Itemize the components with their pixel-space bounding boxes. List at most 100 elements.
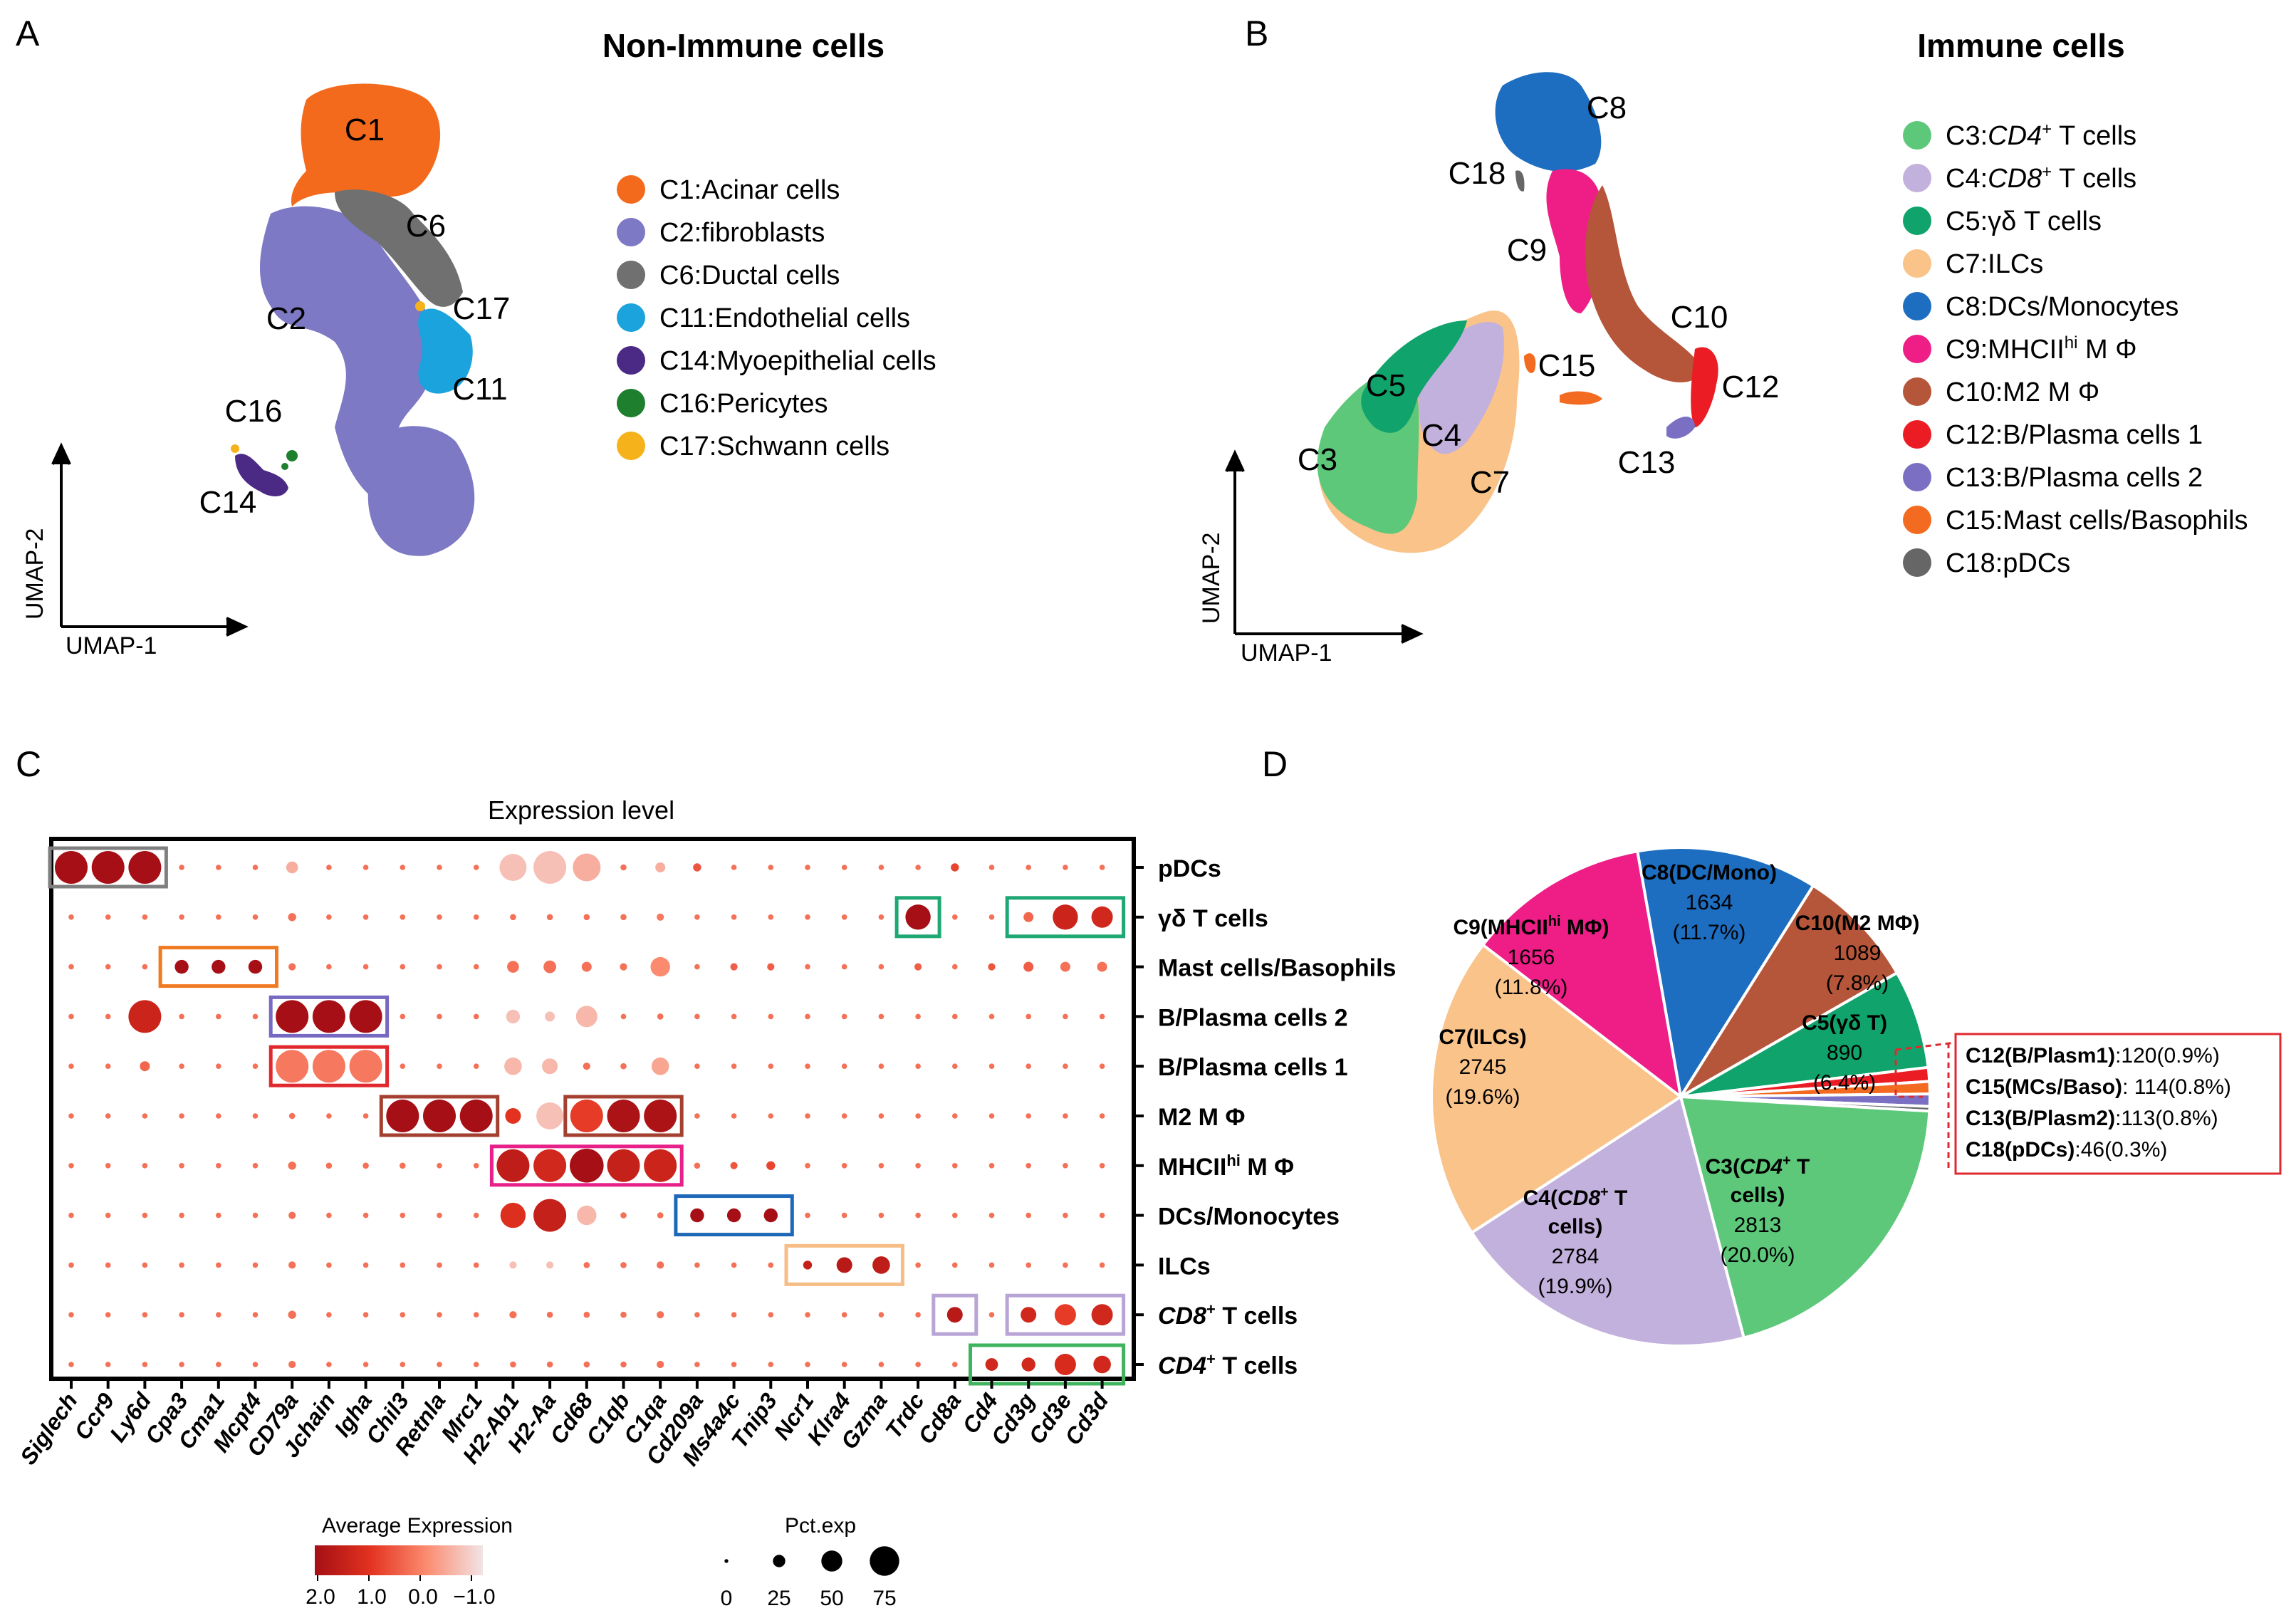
dot-7-6	[288, 1211, 296, 1219]
umap-a-c17-b	[231, 444, 239, 453]
pie-label-name-c5: C5(γδ T)	[1802, 1011, 1887, 1035]
callout-line-2: C13(B/Plasm2):113(0.8%)	[1966, 1107, 2218, 1130]
dot-0-10	[437, 865, 442, 870]
dot-2-22	[878, 964, 885, 970]
dot-4-14	[583, 1063, 590, 1070]
dot-4-20	[805, 1063, 810, 1069]
dot-0-24	[951, 863, 959, 872]
legend-b-swatch-c12	[1903, 420, 1931, 449]
umap-a-c2-tail	[367, 426, 475, 556]
dot-4-5	[252, 1063, 259, 1069]
dot-7-15	[620, 1212, 627, 1218]
dot-5-20	[805, 1113, 810, 1119]
dot-9-26	[1021, 1307, 1037, 1323]
umap-a-label-c17: C17	[453, 291, 511, 326]
dot-2-15	[620, 963, 627, 971]
dot-2-11	[473, 964, 479, 970]
dot-6-14	[570, 1149, 604, 1183]
dot-0-17	[693, 863, 701, 872]
dot-10-27	[1054, 1354, 1076, 1375]
dot-9-22	[878, 1312, 885, 1317]
dot-6-11	[473, 1163, 479, 1169]
umap-a-clusters	[231, 83, 475, 556]
marker-box-8	[784, 1243, 904, 1286]
legend-b-swatch-c5	[1903, 207, 1931, 235]
legend-a-swatch-c14	[617, 346, 645, 375]
marker-box-4	[268, 1045, 390, 1087]
dot-6-18	[730, 1162, 738, 1169]
dot-5-2	[142, 1113, 148, 1119]
row-label-3: B/Plasma cells 2	[1158, 1004, 1348, 1031]
marker-box-9	[932, 1293, 979, 1336]
dot-10-4	[216, 1362, 221, 1367]
dot-2-14	[581, 961, 592, 972]
dot-2-10	[437, 964, 442, 970]
dot-9-5	[252, 1312, 259, 1317]
dot-10-0	[68, 1362, 74, 1367]
dot-4-9	[400, 1063, 406, 1069]
umap-b-label-c13: C13	[1618, 445, 1676, 480]
dot-7-1	[105, 1212, 111, 1218]
dot-4-18	[731, 1063, 737, 1069]
dot-1-5	[252, 914, 259, 920]
panel-a: A Non-Immune cells C1 C6 C2 C17 C11 C16 …	[16, 14, 936, 659]
dot-3-6	[276, 1000, 309, 1033]
dot-10-23	[915, 1362, 921, 1367]
dot-2-28	[1097, 961, 1107, 972]
umap-a-label-c11: C11	[452, 372, 507, 407]
dot-1-6	[288, 913, 296, 922]
dot-4-11	[473, 1063, 479, 1069]
dot-0-11	[473, 865, 479, 870]
legend-b-label-c12: C12:B/Plasma cells 1	[1946, 420, 2203, 450]
dotplot-legends: Average Expression 2.0 1.0 0.0 −1.0 Pct.exp 0 2…	[306, 1514, 899, 1610]
dot-2-16	[650, 956, 670, 977]
pie-label-count-c9: 1656	[1508, 946, 1555, 969]
dot-10-10	[437, 1362, 442, 1367]
row-label-1: γδ T cells	[1158, 905, 1268, 932]
marker-box-7	[674, 1194, 794, 1237]
dot-6-4	[216, 1163, 221, 1169]
dot-10-12	[510, 1361, 516, 1368]
dot-5-25	[988, 1113, 995, 1119]
dot-1-10	[437, 914, 442, 920]
legend-a-label-c16: C16:Pericytes	[659, 389, 828, 419]
dot-0-28	[1099, 865, 1105, 870]
pie-label-pct-c4: (19.9%)	[1538, 1275, 1612, 1298]
dot-1-1	[105, 914, 111, 920]
dot-10-6	[288, 1360, 296, 1369]
dot-8-12	[509, 1261, 517, 1269]
dot-6-9	[400, 1162, 406, 1169]
dot-9-25	[988, 1312, 995, 1317]
pie-label-count-c7: 2745	[1459, 1055, 1507, 1079]
dot-2-7	[326, 964, 332, 970]
umap-b-label-c8: C8	[1587, 90, 1627, 125]
dot-5-4	[216, 1113, 221, 1119]
dot-3-2	[128, 1000, 162, 1033]
color-legend-bar	[315, 1545, 483, 1575]
legend-b-label-c4: C4:CD8+ T cells	[1946, 162, 2136, 194]
dot-3-23	[915, 1013, 921, 1020]
dot-7-10	[437, 1212, 442, 1218]
dot-3-17	[694, 1013, 700, 1020]
dot-5-18	[731, 1113, 737, 1119]
row-label-8: ILCs	[1158, 1253, 1211, 1280]
pie-label-name-c4: C4(CD8+ T	[1523, 1184, 1628, 1210]
dot-5-17	[694, 1113, 700, 1119]
dot-9-24	[946, 1307, 963, 1323]
umap-b-label-c5: C5	[1366, 368, 1406, 403]
dot-4-12	[504, 1057, 522, 1075]
dot-0-6	[286, 861, 298, 874]
umap-a-c1	[291, 83, 441, 207]
dot-8-5	[252, 1262, 259, 1268]
legend-a-label-c14: C14:Myoepithelial cells	[659, 346, 936, 376]
dot-3-1	[105, 1013, 111, 1020]
dot-9-7	[326, 1312, 332, 1317]
dot-0-27	[1063, 865, 1068, 870]
dot-6-2	[142, 1163, 148, 1169]
dot-5-23	[915, 1113, 921, 1119]
legend-b-label-c9: C9:MHCIIhi M Φ	[1946, 333, 2137, 365]
marker-box-1	[894, 896, 941, 939]
dot-8-13	[546, 1261, 554, 1269]
dot-8-26	[1026, 1262, 1031, 1268]
umap-a-c11	[418, 308, 473, 394]
